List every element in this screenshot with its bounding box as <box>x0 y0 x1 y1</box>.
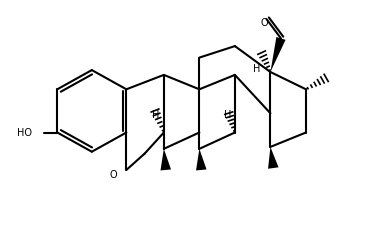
Text: H: H <box>224 110 232 120</box>
Polygon shape <box>268 147 279 169</box>
Text: O: O <box>261 18 269 28</box>
Polygon shape <box>160 149 171 170</box>
Text: H: H <box>254 64 261 74</box>
Polygon shape <box>196 149 206 170</box>
Text: H: H <box>152 110 160 120</box>
Text: O: O <box>109 170 117 180</box>
Text: HO: HO <box>17 127 32 138</box>
Polygon shape <box>270 37 286 72</box>
